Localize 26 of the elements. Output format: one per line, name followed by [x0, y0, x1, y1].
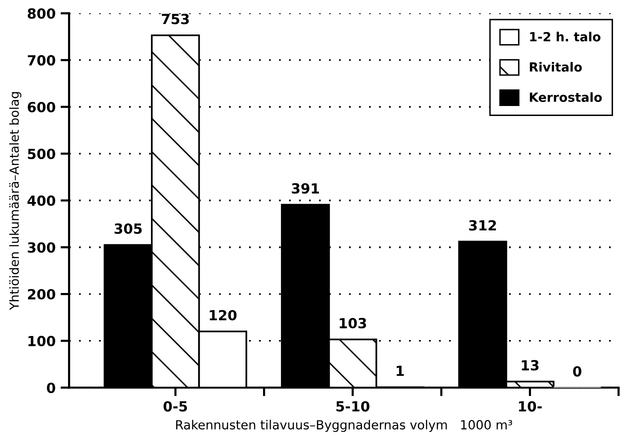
y-tick-label: 700: [28, 55, 56, 66]
y-tick-label: 300: [28, 242, 56, 253]
legend-label: Kerrostalo: [530, 92, 602, 102]
legend-label: 1-2 h. talo: [530, 32, 600, 42]
data-label: 312: [469, 220, 496, 231]
y-tick-label: 800: [28, 8, 56, 19]
y-tick-label: 200: [28, 289, 56, 300]
x-axis-title: Rakennusten tilavuus–Byggnadernas volym 1000 m³: [176, 420, 512, 432]
x-tick-label: 0-5: [164, 401, 188, 412]
y-tick-label: 500: [28, 148, 56, 160]
data-label: 753: [162, 14, 189, 24]
data-label: 120: [210, 310, 237, 320]
x-tick-label: 10-: [518, 401, 542, 412]
y-tick-label: 400: [28, 195, 56, 206]
data-label: 103: [340, 318, 366, 328]
data-label: 391: [292, 183, 319, 194]
data-label: 1: [396, 366, 404, 376]
y-tick-label: 0: [46, 382, 56, 394]
data-label: 305: [114, 223, 142, 234]
x-tick-label: 5-10: [336, 401, 370, 412]
data-label: 13: [522, 360, 539, 371]
y-tick-label: 600: [28, 102, 56, 112]
y-axis-title: Yhtiöiden lukumäärä–Antalet bolag: [9, 92, 22, 310]
data-label: 0: [573, 366, 582, 377]
legend-label: Rivitalo: [530, 62, 582, 72]
y-tick-label: 100: [28, 336, 56, 346]
